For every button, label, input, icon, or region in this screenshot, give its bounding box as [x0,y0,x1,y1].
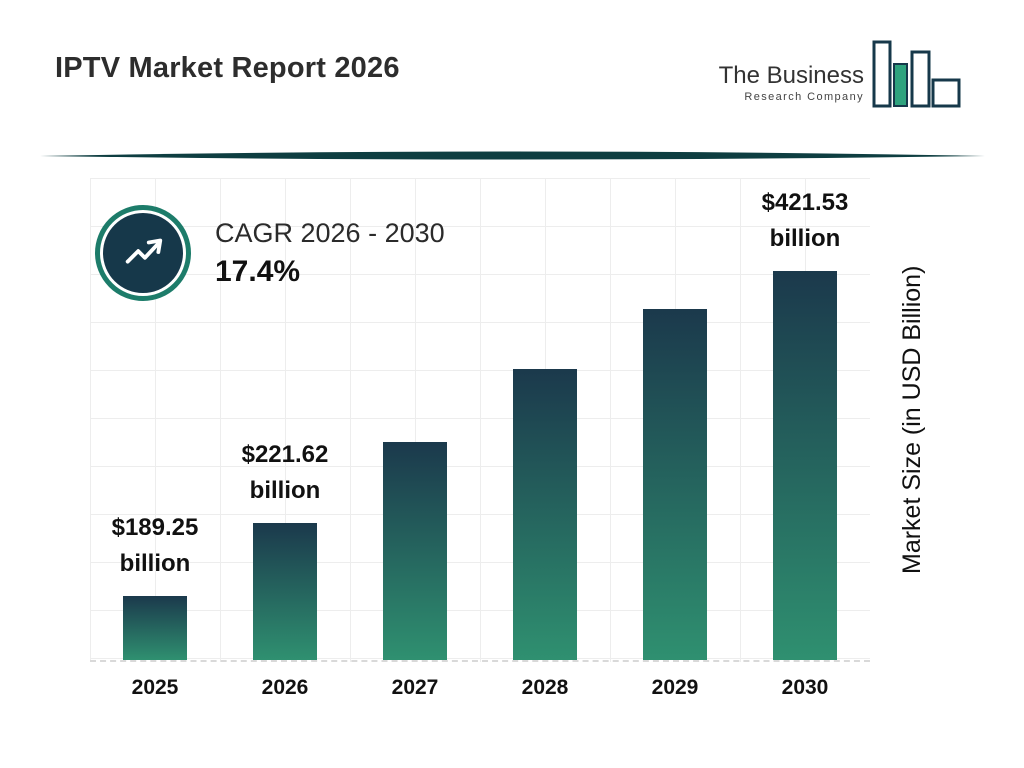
cagr-value: 17.4% [215,254,301,288]
company-logo-name: The Business [718,62,864,90]
trend-up-icon [103,213,183,293]
cagr-badge: CAGR 2026 - 2030 17.4% [95,205,445,301]
company-logo-text: The Business Research Company [718,62,864,103]
divider-line [40,151,985,160]
x-axis-labels: 2025 2026 2027 2028 2029 2030 [90,676,870,700]
bars-container: $189.25 billion $221.62 billion [90,178,870,660]
bar-value-unit: billion [249,477,321,504]
chart-plot-area: $189.25 billion $221.62 billion [90,178,870,662]
company-logo-subtitle: Research Company [744,90,864,103]
bar-2025 [123,596,187,660]
x-label-2027: 2027 [391,676,439,699]
bar-value-amount: $421.53 [761,189,849,216]
bar-column-2028 [480,369,610,660]
bar-2029 [643,309,707,660]
bar-value-unit: billion [769,225,841,252]
bar-value-amount: $189.25 [111,514,199,541]
bar-2030 [773,271,837,660]
bar-column-2026: $221.62 billion [220,437,350,660]
cagr-label: CAGR 2026 - 2030 [215,217,445,248]
bar-value-label: $421.53 billion [762,185,849,257]
x-label-2025: 2025 [131,676,179,699]
bar-value-amount: $221.62 [241,441,329,468]
cagr-text: CAGR 2026 - 2030 17.4% [215,218,445,289]
bar-2026 [253,523,317,660]
x-label-2030: 2030 [781,676,829,699]
bar-2028 [513,369,577,660]
y-axis-title: Market Size (in USD Billion) [898,265,926,575]
x-label-2026: 2026 [261,676,309,699]
bar-2027 [383,442,447,660]
bar-chart-logo-icon [872,40,961,108]
page-title: IPTV Market Report 2026 [55,52,400,84]
bar-column-2025: $189.25 billion [90,510,220,660]
bar-column-2030: $421.53 billion [740,185,870,660]
bar-value-label: $221.62 billion [242,437,329,509]
x-label-2028: 2028 [521,676,569,699]
bar-column-2027 [350,442,480,660]
company-logo: The Business Research Company [719,38,966,114]
bar-value-unit: billion [119,550,191,577]
cagr-circle [95,205,191,301]
bar-column-2029 [610,309,740,660]
x-label-2029: 2029 [651,676,699,699]
bar-value-label: $189.25 billion [112,510,199,582]
